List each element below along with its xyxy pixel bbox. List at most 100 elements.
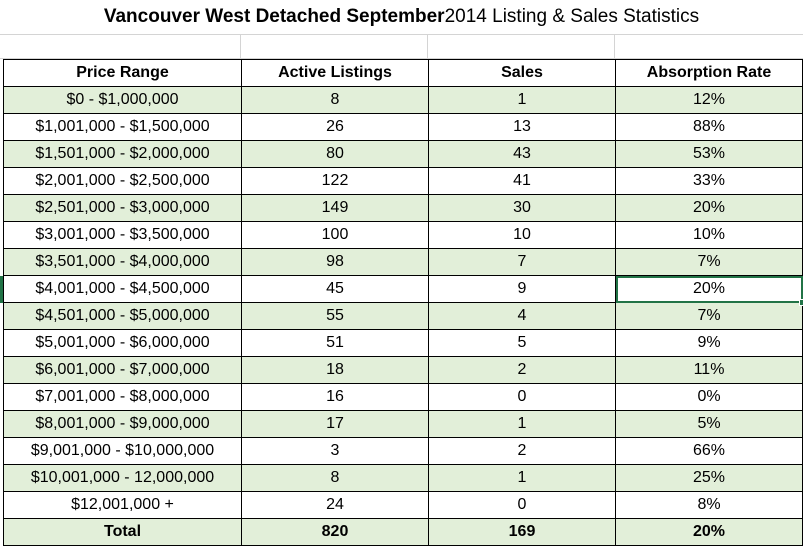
cell-sales[interactable]: 1 [428,464,616,492]
gridline [240,35,241,58]
cell-sales[interactable]: 0 [428,491,616,519]
header-absorption-rate[interactable]: Absorption Rate [615,59,803,87]
cell-active-listings[interactable]: 45 [241,275,429,303]
cell-sales[interactable]: 1 [428,86,616,114]
cell-price-range[interactable]: $3,001,000 - $3,500,000 [3,221,242,249]
header-row: Price Range Active Listings Sales Absorp… [3,59,803,87]
cell-price-range[interactable]: $1,001,000 - $1,500,000 [3,113,242,141]
total-active-listings[interactable]: 820 [241,518,429,546]
cell-active-listings[interactable]: 24 [241,491,429,519]
cell-sales[interactable]: 9 [428,275,616,303]
cell-sales[interactable]: 30 [428,194,616,222]
header-active-listings[interactable]: Active Listings [241,59,429,87]
cell-price-range[interactable]: $12,001,000 + [3,491,242,519]
cell-price-range[interactable]: $6,001,000 - $7,000,000 [3,356,242,384]
table-row: $10,001,000 - 12,000,000 8 1 25% [3,464,803,492]
table-row: $7,001,000 - $8,000,000 16 0 0% [3,383,803,411]
cell-price-range[interactable]: $1,501,000 - $2,000,000 [3,140,242,168]
cell-active-listings[interactable]: 149 [241,194,429,222]
table-row: $1,501,000 - $2,000,000 80 43 53% [3,140,803,168]
cell-active-listings[interactable]: 55 [241,302,429,330]
table-row: $8,001,000 - $9,000,000 17 1 5% [3,410,803,438]
cell-active-listings[interactable]: 3 [241,437,429,465]
gridline [614,35,615,58]
cell-active-listings[interactable]: 100 [241,221,429,249]
cell-price-range[interactable]: $9,001,000 - $10,000,000 [3,437,242,465]
cell-sales[interactable]: 2 [428,356,616,384]
cell-price-range[interactable]: $4,501,000 - $5,000,000 [3,302,242,330]
cell-absorption-rate[interactable]: 8% [615,491,803,519]
table-row: $0 - $1,000,000 8 1 12% [3,86,803,114]
cell-absorption-rate[interactable]: 11% [615,356,803,384]
cell-absorption-rate[interactable]: 7% [615,302,803,330]
cell-absorption-rate[interactable]: 12% [615,86,803,114]
table-row: $1,001,000 - $1,500,000 26 13 88% [3,113,803,141]
total-label[interactable]: Total [3,518,242,546]
total-sales[interactable]: 169 [428,518,616,546]
cell-price-range[interactable]: $10,001,000 - 12,000,000 [3,464,242,492]
cell-active-listings[interactable]: 80 [241,140,429,168]
selected-cell[interactable]: 20% [615,275,803,306]
sheet-title[interactable]: Vancouver West Detached September 2014 L… [0,0,803,35]
cell-active-listings[interactable]: 8 [241,86,429,114]
total-absorption-rate[interactable]: 20% [615,518,803,546]
cell-price-range[interactable]: $0 - $1,000,000 [3,86,242,114]
table-row: $3,501,000 - $4,000,000 98 7 7% [3,248,803,276]
cell-absorption-rate[interactable]: 7% [615,248,803,276]
table-row: $6,001,000 - $7,000,000 18 2 11% [3,356,803,384]
cell-price-range[interactable]: $8,001,000 - $9,000,000 [3,410,242,438]
cell-absorption-rate[interactable]: 9% [615,329,803,357]
cell-active-listings[interactable]: 26 [241,113,429,141]
header-price-range[interactable]: Price Range [3,59,242,87]
cell-sales[interactable]: 1 [428,410,616,438]
cell-price-range[interactable]: $5,001,000 - $6,000,000 [3,329,242,357]
gridline [427,35,428,58]
cell-absorption-rate[interactable]: 53% [615,140,803,168]
cell-sales[interactable]: 2 [428,437,616,465]
cell-price-range[interactable]: $2,001,000 - $2,500,000 [3,167,242,195]
cell-sales[interactable]: 41 [428,167,616,195]
table-row: $3,001,000 - $3,500,000 100 10 10% [3,221,803,249]
fill-handle[interactable] [799,299,803,306]
title-bold-part: Vancouver West Detached September [103,6,445,27]
cell-absorption-rate[interactable]: 20% [615,194,803,222]
cell-active-listings[interactable]: 122 [241,167,429,195]
cell-active-listings[interactable]: 16 [241,383,429,411]
cell-active-listings[interactable]: 18 [241,356,429,384]
cell-price-range[interactable]: $3,501,000 - $4,000,000 [3,248,242,276]
table-row: $2,001,000 - $2,500,000 122 41 33% [3,167,803,195]
statistics-table: Price Range Active Listings Sales Absorp… [3,59,803,546]
cell-absorption-rate[interactable]: 33% [615,167,803,195]
cell-sales[interactable]: 0 [428,383,616,411]
selected-row-marker [0,275,3,303]
table-row: $4,501,000 - $5,000,000 55 4 7% [3,302,803,330]
table-row: $5,001,000 - $6,000,000 51 5 9% [3,329,803,357]
cell-active-listings[interactable]: 17 [241,410,429,438]
table-row: $4,001,000 - $4,500,000 45 9 20% [3,275,803,306]
title-normal-part: 2014 Listing & Sales Statistics [444,6,700,27]
cell-price-range[interactable]: $2,501,000 - $3,000,000 [3,194,242,222]
cell-sales[interactable]: 10 [428,221,616,249]
table-row: $12,001,000 +24 0 8% [3,491,803,519]
cell-absorption-rate[interactable]: 25% [615,464,803,492]
total-row: Total 820 169 20% [3,518,803,546]
cell-active-listings[interactable]: 8 [241,464,429,492]
cell-absorption-rate[interactable]: 88% [615,113,803,141]
cell-active-listings[interactable]: 98 [241,248,429,276]
cell-absorption-rate[interactable]: 66% [615,437,803,465]
blank-spacer-row[interactable] [0,35,803,59]
cell-absorption-rate[interactable]: 0% [615,383,803,411]
cell-sales[interactable]: 13 [428,113,616,141]
header-sales[interactable]: Sales [428,59,616,87]
cell-active-listings[interactable]: 51 [241,329,429,357]
cell-sales[interactable]: 43 [428,140,616,168]
cell-sales[interactable]: 7 [428,248,616,276]
cell-absorption-rate[interactable]: 10% [615,221,803,249]
cell-sales[interactable]: 5 [428,329,616,357]
table-row: $9,001,000 - $10,000,000 3 2 66% [3,437,803,465]
cell-absorption-rate[interactable]: 5% [615,410,803,438]
cell-sales[interactable]: 4 [428,302,616,330]
cell-price-range[interactable]: $7,001,000 - $8,000,000 [3,383,242,411]
cell-price-range[interactable]: $4,001,000 - $4,500,000 [3,275,242,303]
